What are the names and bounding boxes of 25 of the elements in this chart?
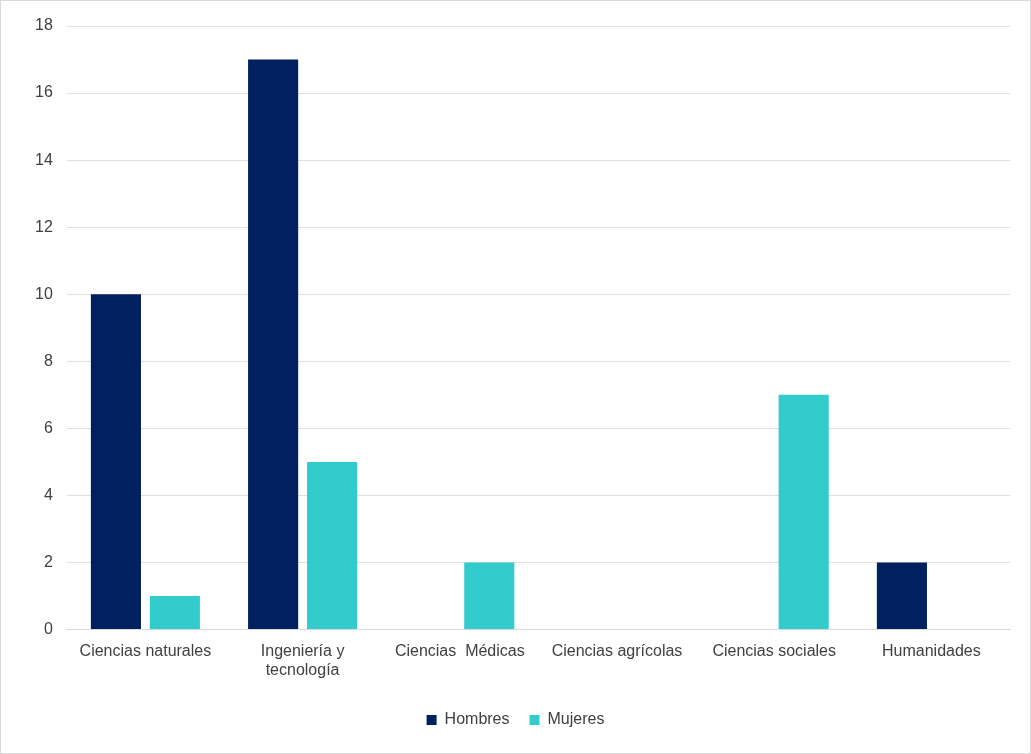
- y-tick-label: 2: [43, 552, 53, 570]
- y-tick-label: 4: [43, 485, 53, 503]
- legend-label: Mujeres: [547, 710, 605, 728]
- bar: [464, 562, 515, 630]
- x-tick-label: Ciencias sociales: [712, 641, 836, 659]
- x-tick-label: Ciencias naturales: [79, 641, 212, 659]
- y-tick-label: 14: [35, 150, 53, 168]
- y-tick-label: 16: [35, 83, 53, 101]
- x-tick-label: Ingeniería y tecnología: [260, 641, 345, 678]
- bar: [307, 461, 358, 630]
- x-tick-label: Ciencias agrícolas: [551, 641, 683, 659]
- bar: [778, 394, 829, 630]
- y-tick-label: 10: [35, 284, 53, 302]
- bar: [90, 294, 141, 630]
- x-tick-label: Ciencias Médicas: [394, 641, 525, 659]
- legend-label: Hombres: [444, 710, 510, 728]
- bar: [149, 596, 200, 630]
- y-tick-label: 18: [35, 16, 53, 34]
- bar: [248, 59, 299, 630]
- y-tick-label: 6: [43, 418, 53, 436]
- x-tick-label: Humanidades: [882, 641, 981, 659]
- bar: [876, 562, 927, 630]
- y-tick-label: 12: [35, 217, 53, 235]
- y-tick-label: 8: [43, 351, 53, 369]
- y-tick-label: 0: [43, 620, 53, 638]
